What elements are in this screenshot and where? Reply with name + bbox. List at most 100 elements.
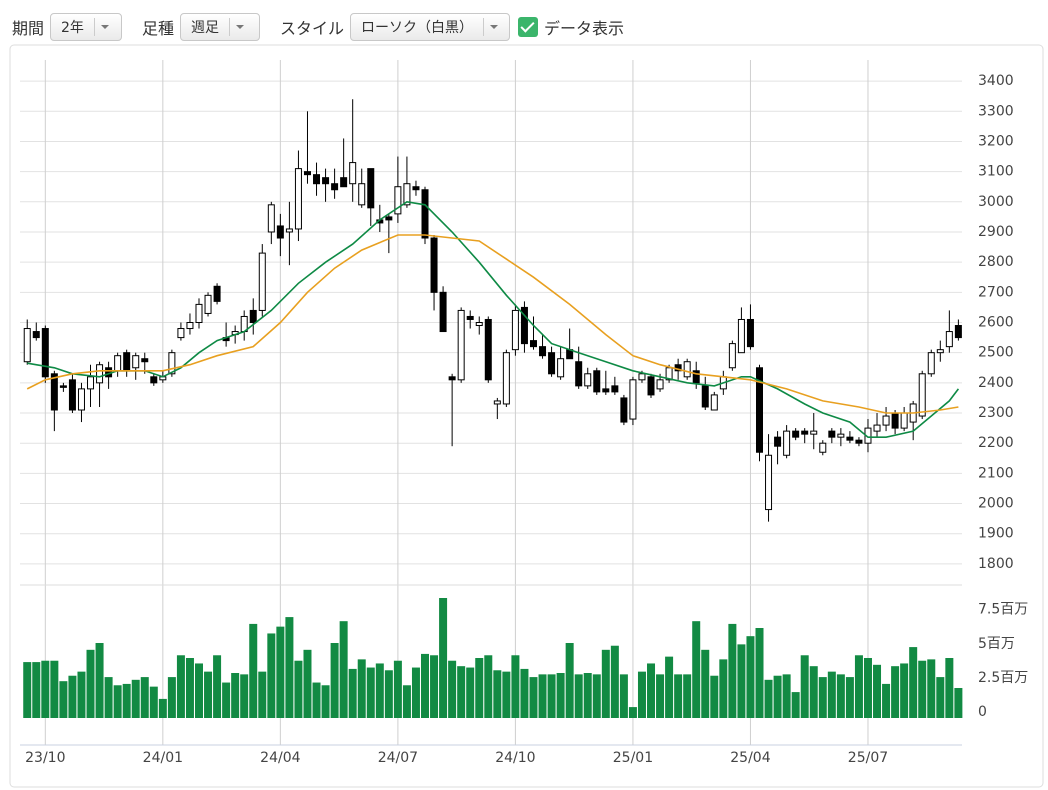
volume-bar	[339, 621, 348, 718]
volume-bar	[565, 643, 574, 718]
candle-body	[412, 186, 420, 191]
candle-body	[349, 162, 357, 185]
volume-bar	[131, 679, 140, 718]
candle-body	[936, 349, 944, 354]
x-tick-label: 24/01	[143, 750, 183, 766]
candle-body	[41, 328, 49, 378]
candle-body	[430, 237, 438, 293]
volume-bar	[59, 681, 68, 718]
toolbar: 期間 2年 足種 週足 スタイル ローソク（白黒） データ表示	[0, 10, 624, 44]
candle-body	[421, 189, 429, 239]
volume-bar	[430, 655, 439, 718]
volume-bar	[330, 643, 339, 718]
candle-body	[593, 370, 601, 393]
volume-bar	[601, 649, 610, 718]
candle-body	[87, 376, 95, 390]
candle-body	[358, 183, 366, 206]
y-tick-label: 2700	[978, 284, 1014, 300]
candle-body	[168, 352, 176, 375]
candle-body	[141, 358, 149, 363]
candle-body	[611, 385, 619, 393]
volume-bar	[68, 675, 77, 718]
volume-bar	[167, 677, 176, 718]
candle-body	[50, 373, 58, 411]
candle-body	[23, 328, 31, 363]
candle-body	[340, 177, 348, 188]
volume-bar	[809, 666, 818, 718]
candle-body	[873, 424, 881, 432]
volume-bar	[321, 685, 330, 718]
volume-bar	[891, 666, 900, 718]
candle-body	[765, 454, 773, 511]
volume-bar	[77, 671, 86, 718]
x-tick-label: 24/07	[378, 750, 418, 766]
candle-body	[204, 294, 212, 314]
y-tick-label: 3100	[978, 164, 1014, 180]
candle-body	[520, 306, 528, 345]
volume-bar	[710, 675, 719, 718]
y-tick-label: 2300	[978, 405, 1014, 421]
volume-bar	[845, 677, 854, 718]
bar-type-label: 足種	[142, 19, 175, 38]
x-tick-label: 24/04	[260, 750, 300, 766]
candle-body	[439, 291, 447, 333]
volume-bar	[213, 655, 222, 718]
candle-body	[529, 340, 537, 348]
candle-body	[267, 204, 275, 233]
candle-body	[927, 352, 935, 375]
candle-body	[249, 309, 257, 323]
x-tick-label: 24/10	[495, 750, 535, 766]
volume-bar	[674, 674, 683, 718]
candle-body	[882, 415, 890, 426]
candle-body	[900, 412, 908, 429]
y-tick-label: 3000	[978, 194, 1014, 210]
volume-bar	[294, 660, 303, 718]
volume-bar	[222, 682, 231, 718]
y-tick-label: 2800	[978, 254, 1014, 270]
period-dropdown[interactable]: 2年	[50, 13, 123, 41]
candle-body	[548, 352, 556, 375]
candle-body	[457, 309, 465, 381]
volume-bar	[818, 677, 827, 718]
candle-body	[493, 400, 501, 405]
volume-bar	[529, 677, 538, 718]
data-checkbox[interactable]	[518, 17, 539, 37]
candle-body	[502, 352, 510, 405]
volume-bar	[882, 683, 891, 718]
candle-body	[195, 303, 203, 323]
volume-bar	[185, 658, 194, 718]
candle-body	[123, 352, 131, 372]
candle-body	[954, 325, 962, 339]
x-tick-label: 25/01	[613, 750, 653, 766]
candle-body	[59, 385, 67, 388]
style-dropdown[interactable]: ローソク（白黒）	[350, 13, 511, 41]
candle-body	[150, 376, 158, 384]
volume-bar	[122, 683, 131, 718]
volume-tick-label: 5百万	[978, 636, 1015, 652]
period-value: 2年	[61, 20, 84, 36]
volume-bar	[520, 668, 529, 718]
volume-bar	[249, 623, 258, 718]
volume-bar	[158, 698, 167, 718]
volume-tick-label: 7.5百万	[978, 602, 1028, 618]
candle-body	[638, 373, 646, 381]
volume-bar	[547, 674, 556, 718]
volume-bar	[755, 628, 764, 718]
volume-bar	[384, 670, 393, 718]
candle-body	[114, 355, 122, 372]
style-label: スタイル	[280, 19, 345, 38]
volume-bar	[746, 636, 755, 718]
candle-body	[322, 177, 330, 185]
volume-bar	[475, 658, 484, 718]
volume-bar	[574, 674, 583, 718]
candle-body	[466, 315, 474, 320]
volume-bar	[448, 660, 457, 718]
candle-body	[819, 442, 827, 453]
volume-bar	[791, 692, 800, 718]
y-tick-label: 2400	[978, 375, 1014, 391]
volume-bar	[692, 621, 701, 718]
style-value: ローソク（白黒）	[361, 20, 474, 36]
candle-body	[846, 436, 854, 441]
bar-type-dropdown[interactable]: 週足	[180, 13, 261, 41]
